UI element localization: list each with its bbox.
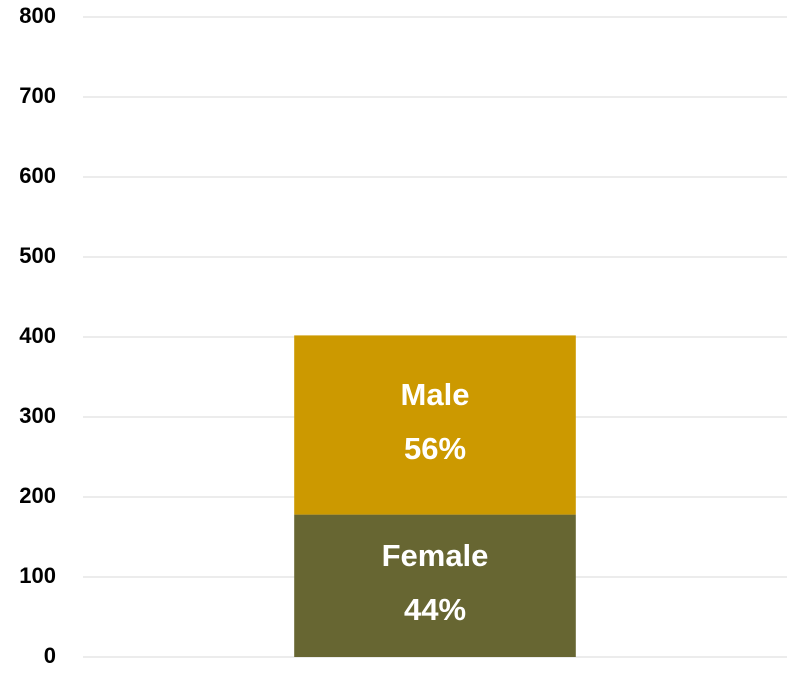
bar-segment [294, 514, 576, 657]
y-tick-label: 800 [19, 3, 56, 28]
segment-share: 44% [404, 592, 466, 627]
y-tick-label: 100 [19, 563, 56, 588]
y-tick-label: 0 [44, 643, 56, 668]
y-tick-label: 300 [19, 403, 56, 428]
y-tick-label: 200 [19, 483, 56, 508]
segment-label: Male [401, 377, 470, 412]
y-tick-label: 700 [19, 83, 56, 108]
bar-segment [294, 335, 576, 515]
y-tick-label: 500 [19, 243, 56, 268]
y-tick-label: 400 [19, 323, 56, 348]
y-tick-label: 600 [19, 163, 56, 188]
segment-share: 56% [404, 431, 466, 466]
segment-label: Female [382, 538, 489, 573]
